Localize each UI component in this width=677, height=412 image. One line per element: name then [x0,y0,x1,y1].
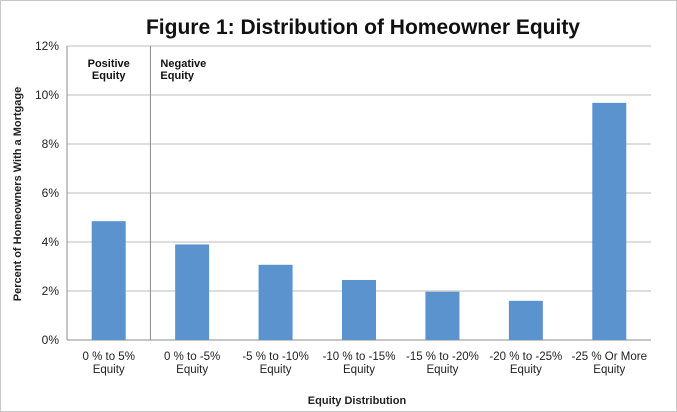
bar [258,264,293,340]
y-tick-label: 2% [42,284,60,298]
region-annotation: Equity [160,70,194,82]
x-tick-label: -15 % to -20% [406,351,479,363]
bar [592,102,627,340]
x-tick-label: 0 % to -5% [164,351,220,363]
gridlines [66,45,651,341]
region-annotation: Equity [92,70,126,82]
y-axis-label: Percent of Homeowners With a Mortgage [12,87,24,301]
y-tick-label: 4% [42,235,60,249]
x-tick-label: Equity [176,364,208,376]
y-tick-label: 0% [42,333,60,347]
x-tick-label: -5 % to -10% [242,351,308,363]
y-tick-label: 12% [35,39,59,53]
x-tick-label: Equity [260,364,292,376]
x-tick-label: -25 % Or More [572,351,647,363]
region-annotation: Positive [88,58,130,70]
y-tick-label: 6% [42,186,60,200]
bar [91,221,126,340]
x-tick-label: Equity [426,364,458,376]
bars [91,102,627,340]
y-axis-ticks: 0% 2% 4% 6% 8% 10% 12% [35,39,59,347]
x-tick-label: -20 % to -25% [489,351,562,363]
x-tick-label: Equity [510,364,542,376]
region-annotation: Negative [160,58,206,70]
x-axis-label: Equity Distribution [308,395,407,407]
bar [175,244,210,340]
bar [342,279,376,340]
y-tick-label: 8% [42,137,60,151]
x-tick-label: -10 % to -15% [323,351,396,363]
chart-title: Figure 1: Distribution of Homeowner Equi… [146,16,580,39]
y-tick-label: 10% [35,88,59,102]
bar [508,300,543,340]
x-tick-label: Equity [593,364,625,376]
x-tick-label: Equity [93,364,125,376]
x-tick-label: 0 % to 5% [83,351,135,363]
x-tick-label: Equity [343,364,375,376]
bar [425,291,460,340]
